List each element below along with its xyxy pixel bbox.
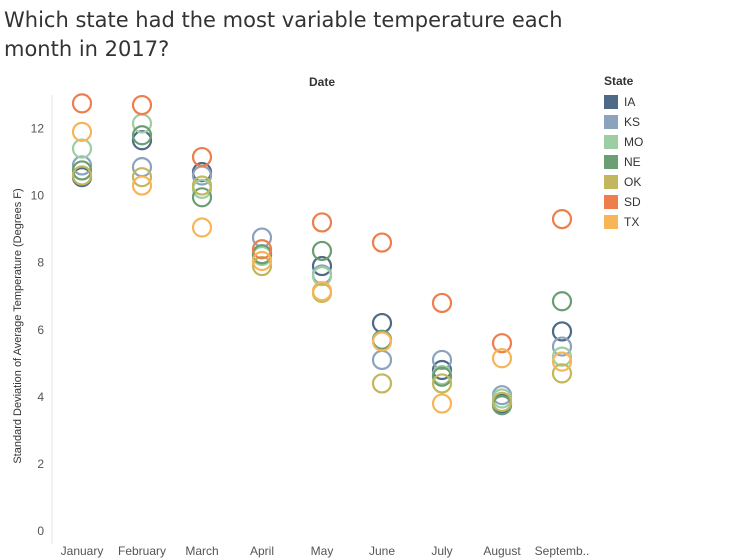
data-point-mo[interactable]: [311, 266, 333, 287]
data-point-ok[interactable]: [491, 391, 513, 412]
data-point-ks[interactable]: [551, 336, 573, 357]
x-tick-label: April: [250, 544, 274, 558]
data-point-tx[interactable]: [551, 351, 573, 372]
y-tick-label: 4: [37, 390, 44, 404]
data-point-ne[interactable]: [131, 125, 153, 146]
data-point-ks[interactable]: [71, 155, 93, 176]
y-tick-label: 6: [37, 323, 44, 337]
data-point-ok[interactable]: [551, 363, 573, 384]
date-header-label: Date: [309, 75, 335, 89]
y-tick-label: 10: [31, 189, 45, 203]
data-point-ne[interactable]: [71, 160, 93, 181]
data-point-ok[interactable]: [131, 167, 153, 188]
y-tick-label: 0: [37, 524, 44, 538]
legend-swatch: [604, 175, 618, 189]
legend-swatch: [604, 135, 618, 149]
data-point-ok[interactable]: [371, 373, 393, 394]
data-point-mo[interactable]: [71, 138, 93, 159]
data-point-ok[interactable]: [251, 255, 273, 277]
x-tick-label: May: [311, 544, 334, 558]
y-axis-ticks: 0 2 4 6 8 10 12: [31, 122, 45, 538]
data-point-ne[interactable]: [251, 244, 273, 265]
x-tick-label: March: [185, 544, 218, 558]
x-axis-labels: January February March April May June July Augu…: [61, 544, 590, 558]
data-point-ia[interactable]: [131, 130, 153, 151]
legend-label: IA: [624, 95, 636, 109]
data-point-tx[interactable]: [371, 331, 393, 352]
legend-swatch: [604, 215, 618, 229]
data-point-tx[interactable]: [431, 393, 453, 414]
legend-label: OK: [624, 175, 642, 189]
data-point-sd[interactable]: [551, 208, 573, 230]
legend-label: SD: [624, 195, 641, 209]
x-tick-label: Septemb..: [535, 544, 590, 558]
data-point-ok[interactable]: [71, 165, 93, 186]
data-point-tx[interactable]: [251, 250, 273, 272]
legend-item-ia[interactable]: IA: [604, 92, 734, 112]
x-tick-label: January: [61, 544, 104, 558]
data-point-ks[interactable]: [371, 349, 393, 371]
x-tick-label: February: [118, 544, 166, 558]
legend-swatch: [604, 195, 618, 209]
data-points: [71, 93, 573, 416]
chart-title: Which state had the most variable temper…: [4, 8, 563, 61]
data-point-ia[interactable]: [311, 255, 333, 277]
data-point-tx[interactable]: [131, 175, 153, 196]
data-point-tx[interactable]: [491, 348, 513, 369]
data-point-ne[interactable]: [431, 366, 453, 387]
x-tick-label: July: [431, 544, 452, 558]
data-point-mo[interactable]: [551, 346, 573, 367]
x-tick-label: June: [369, 544, 395, 558]
legend-label: MO: [624, 135, 644, 149]
data-point-sd[interactable]: [251, 239, 273, 260]
legend-item-mo[interactable]: MO: [604, 132, 734, 152]
data-point-sd[interactable]: [131, 94, 153, 116]
legend: State IA KS MO NE OK SD TX: [604, 74, 734, 232]
legend-item-ok[interactable]: OK: [604, 172, 734, 192]
data-point-ia[interactable]: [551, 321, 573, 342]
legend-title: State: [604, 74, 634, 88]
x-tick-label: August: [483, 544, 521, 558]
data-point-ks[interactable]: [431, 349, 453, 371]
data-point-ok[interactable]: [191, 175, 213, 196]
y-axis-title: Standard Deviation of Average Temperatur…: [12, 188, 24, 463]
y-tick-label: 12: [31, 122, 45, 136]
legend-swatch: [604, 95, 618, 109]
data-point-tx[interactable]: [311, 281, 333, 302]
legend-items: IA KS MO NE OK SD TX: [604, 92, 734, 232]
data-point-ne[interactable]: [191, 187, 213, 208]
legend-item-tx[interactable]: TX: [604, 212, 734, 232]
data-point-sd[interactable]: [311, 212, 333, 233]
y-tick-label: 8: [37, 256, 44, 270]
legend-item-ks[interactable]: KS: [604, 112, 734, 132]
data-point-ne[interactable]: [311, 240, 333, 262]
legend-label: TX: [624, 215, 640, 229]
legend-item-sd[interactable]: SD: [604, 192, 734, 212]
data-point-sd[interactable]: [491, 333, 513, 354]
legend-label: KS: [624, 115, 641, 129]
data-point-sd[interactable]: [191, 146, 213, 168]
data-point-tx[interactable]: [191, 217, 213, 238]
data-point-tx[interactable]: [71, 121, 93, 142]
data-point-sd[interactable]: [71, 93, 93, 114]
data-point-ia[interactable]: [371, 312, 393, 334]
data-point-ia[interactable]: [431, 359, 453, 381]
y-tick-label: 2: [37, 457, 44, 471]
legend-swatch: [604, 115, 618, 129]
data-point-sd[interactable]: [371, 232, 393, 253]
legend-swatch: [604, 155, 618, 169]
data-point-ok[interactable]: [431, 373, 453, 394]
data-point-sd[interactable]: [431, 292, 453, 314]
legend-item-ne[interactable]: NE: [604, 152, 734, 172]
legend-label: NE: [624, 155, 641, 169]
data-point-ne[interactable]: [551, 291, 573, 312]
